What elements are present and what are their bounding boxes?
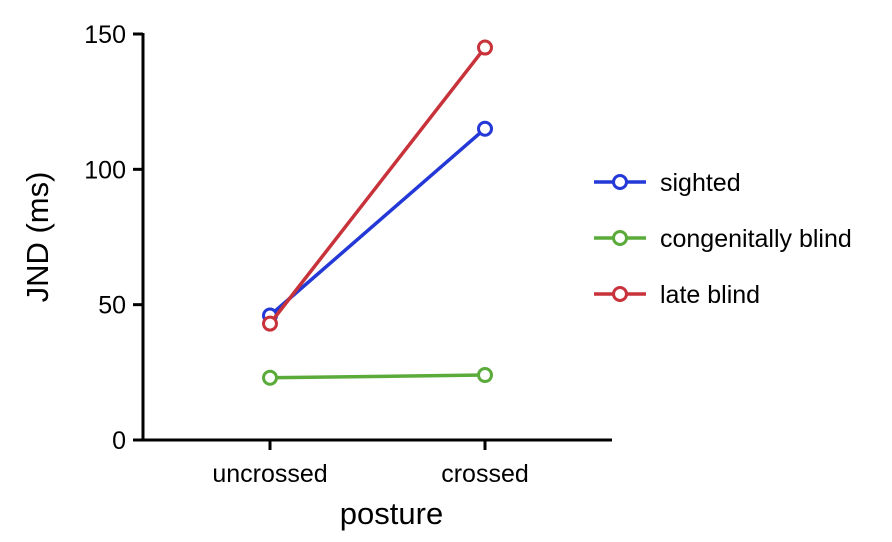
- series-layer: [262, 39, 493, 386]
- legend: sighted congenitally blind late blind: [594, 169, 852, 309]
- point-late-blind-crossed: [477, 39, 493, 56]
- legend-label: sighted: [660, 169, 741, 197]
- legend-swatch-marker: [612, 174, 628, 190]
- y-ticks: 0 50 100 150: [84, 21, 143, 455]
- series-line-late-blind: [268, 46, 487, 325]
- x-tick-label-crossed: crossed: [441, 460, 529, 488]
- legend-item-late-blind: late blind: [594, 281, 760, 309]
- series-line-sighted: [268, 127, 487, 317]
- series-sighted: [262, 120, 493, 324]
- x-ticks: uncrossed crossed: [212, 440, 529, 488]
- x-tick-label-uncrossed: uncrossed: [212, 460, 327, 488]
- legend-label: congenitally blind: [660, 225, 852, 253]
- y-tick-label-50: 50: [98, 292, 126, 320]
- series-congenitally-blind: [262, 367, 493, 386]
- x-axis-title: posture: [340, 496, 443, 531]
- point-congenitally-blind-uncrossed: [262, 369, 278, 386]
- y-tick-label-100: 100: [84, 156, 126, 184]
- legend-swatch-marker: [612, 230, 628, 246]
- y-tick-label-0: 0: [112, 427, 126, 455]
- point-late-blind-uncrossed: [262, 315, 278, 332]
- y-tick-label-150: 150: [84, 21, 126, 49]
- legend-item-sighted: sighted: [594, 169, 741, 197]
- axes: 0 50 100 150 uncrossed crossed JND (ms) post…: [20, 21, 612, 531]
- series-late-blind: [262, 39, 493, 332]
- series-line-congenitally-blind: [269, 373, 486, 380]
- legend-label: late blind: [660, 281, 760, 309]
- point-sighted-crossed: [477, 120, 493, 137]
- y-axis-title: JND (ms): [20, 172, 55, 303]
- legend-swatch-marker: [612, 286, 628, 302]
- legend-item-congenitally-blind: congenitally blind: [594, 225, 852, 253]
- point-congenitally-blind-crossed: [477, 367, 493, 384]
